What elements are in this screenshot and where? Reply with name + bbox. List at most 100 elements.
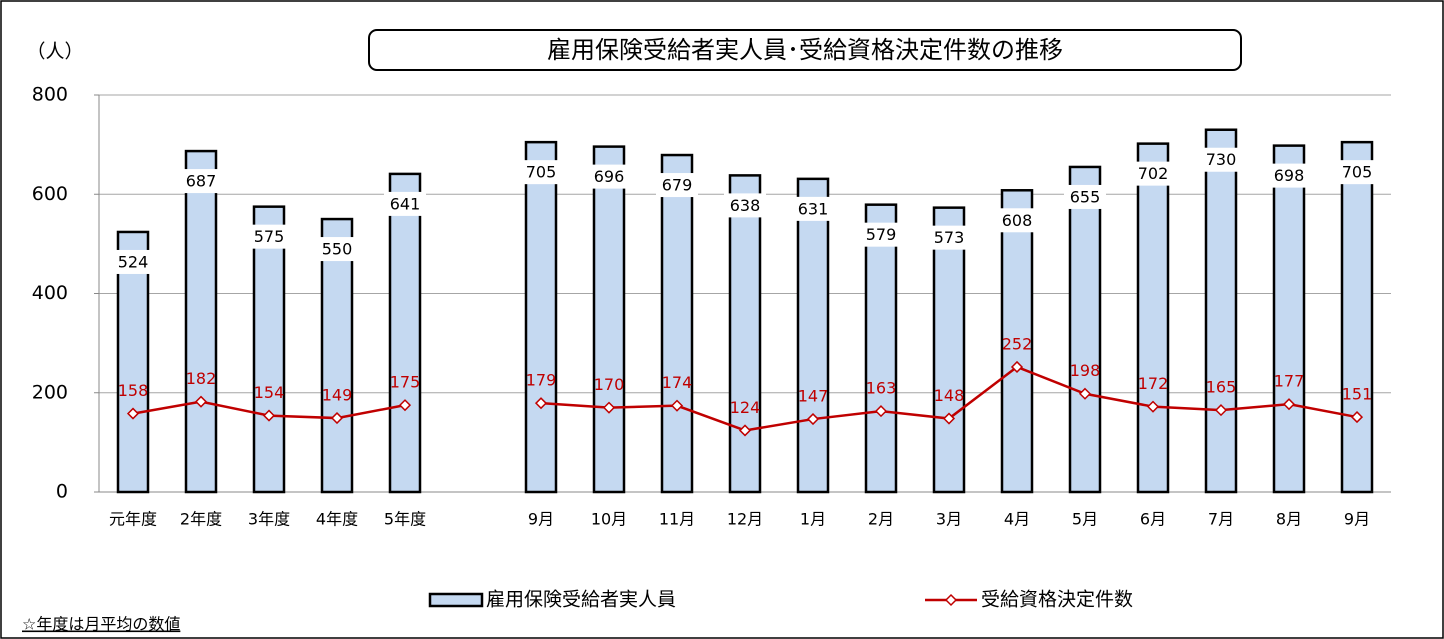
chart-title: 雇用保険受給者実人員･受給資格決定件数の推移 [547,36,1063,64]
line-label: 165 [1206,378,1237,397]
bar [1272,144,1306,494]
line-marker [1282,398,1296,411]
bar [728,174,762,494]
bar [1340,140,1374,494]
line-label: 175 [390,373,421,392]
x-tick-label: 5年度 [384,510,426,529]
footnote: ☆年度は月平均の数値 [22,615,180,634]
bar [524,140,558,494]
bar-label-bg [724,193,766,218]
bar-label: 696 [594,167,625,186]
line-marker [670,399,684,412]
line-label: 177 [1274,372,1305,391]
bar-label: 705 [1342,163,1373,182]
line-label: 158 [118,381,149,400]
bar-label-bg [656,173,698,198]
bar-label: 575 [254,227,285,246]
line-marker [262,409,276,422]
legend-swatch [428,592,484,608]
y-tick-label: 200 [32,381,68,403]
bar-label-bg [384,191,426,216]
line-marker [330,411,344,425]
line-label: 174 [662,373,693,392]
line-marker [874,405,888,418]
line-label: 148 [934,386,965,405]
x-tick-label: 12月 [727,510,763,529]
line-marker [806,412,820,426]
bar-label-bg [860,222,902,247]
x-tick-label: 7月 [1208,510,1234,529]
bar [320,217,354,494]
bar-label-bg [1200,147,1242,172]
line-marker [942,412,956,425]
bar-label-bg [180,169,222,194]
x-tick-label: 1月 [800,510,826,529]
bar-label-bg [928,225,970,250]
line-label: 170 [594,375,625,394]
y-tick-label: 800 [32,84,68,106]
bar-label-bg [588,164,630,189]
bar [1000,189,1034,494]
x-tick-label: 9月 [528,510,554,529]
line-label: 163 [866,379,897,398]
bar-label: 702 [1138,164,1169,183]
line-label: 154 [254,383,285,402]
bar-label: 524 [118,252,149,271]
bar-label-bg [1132,161,1174,186]
bar [864,203,898,494]
legend-label: 雇用保険受給者実人員 [486,589,676,611]
line-label: 147 [798,387,829,406]
bar-label-bg [1336,160,1378,185]
bar-label-bg [112,249,154,274]
bar-label: 638 [730,196,761,215]
bar [660,153,694,494]
line-marker [738,424,752,437]
line-label: 149 [322,386,353,405]
bar-label: 573 [934,228,965,247]
bar-label: 655 [1070,187,1101,206]
line-marker [194,395,208,408]
bar [796,177,830,494]
bar-label-bg [792,196,834,221]
bar-label: 698 [1274,166,1305,185]
bar-label: 631 [798,199,829,218]
line-label: 252 [1002,334,1033,353]
line-label: 179 [526,371,557,390]
line-label: 182 [186,369,217,388]
x-tick-label: 2年度 [180,510,222,529]
line-marker [534,397,548,410]
bar-label-bg [996,208,1038,233]
bar-label: 579 [866,225,897,244]
x-tick-label: 3月 [936,510,962,529]
line-label: 124 [730,398,761,417]
y-tick-label: 400 [32,282,68,304]
bar [932,206,966,494]
x-tick-label: 4月 [1004,510,1030,529]
line-marker [1350,411,1364,424]
line-marker [1146,400,1160,413]
x-tick-label: 6月 [1140,510,1166,529]
bar [1068,165,1102,494]
bar [1204,128,1238,494]
title-box [368,29,1242,71]
bar-label-bg [520,160,562,185]
bar-label-bg [1064,184,1106,209]
line-marker [126,407,140,420]
x-tick-label: 元年度 [109,510,157,529]
legend-label: 受給資格決定件数 [981,589,1133,611]
bar-label: 550 [322,240,353,259]
bar-label: 730 [1206,150,1237,169]
bar-label-bg [316,237,358,262]
line-marker [1078,387,1092,400]
line-label: 172 [1138,374,1169,393]
bar [1136,142,1170,494]
bar-label: 679 [662,176,693,195]
bar [388,172,422,494]
y-tick-label: 600 [32,183,68,205]
bar-label: 687 [186,172,217,191]
bar [184,149,218,494]
line-marker [602,401,616,414]
x-tick-label: 4年度 [316,510,358,529]
x-tick-label: 10月 [591,510,627,529]
